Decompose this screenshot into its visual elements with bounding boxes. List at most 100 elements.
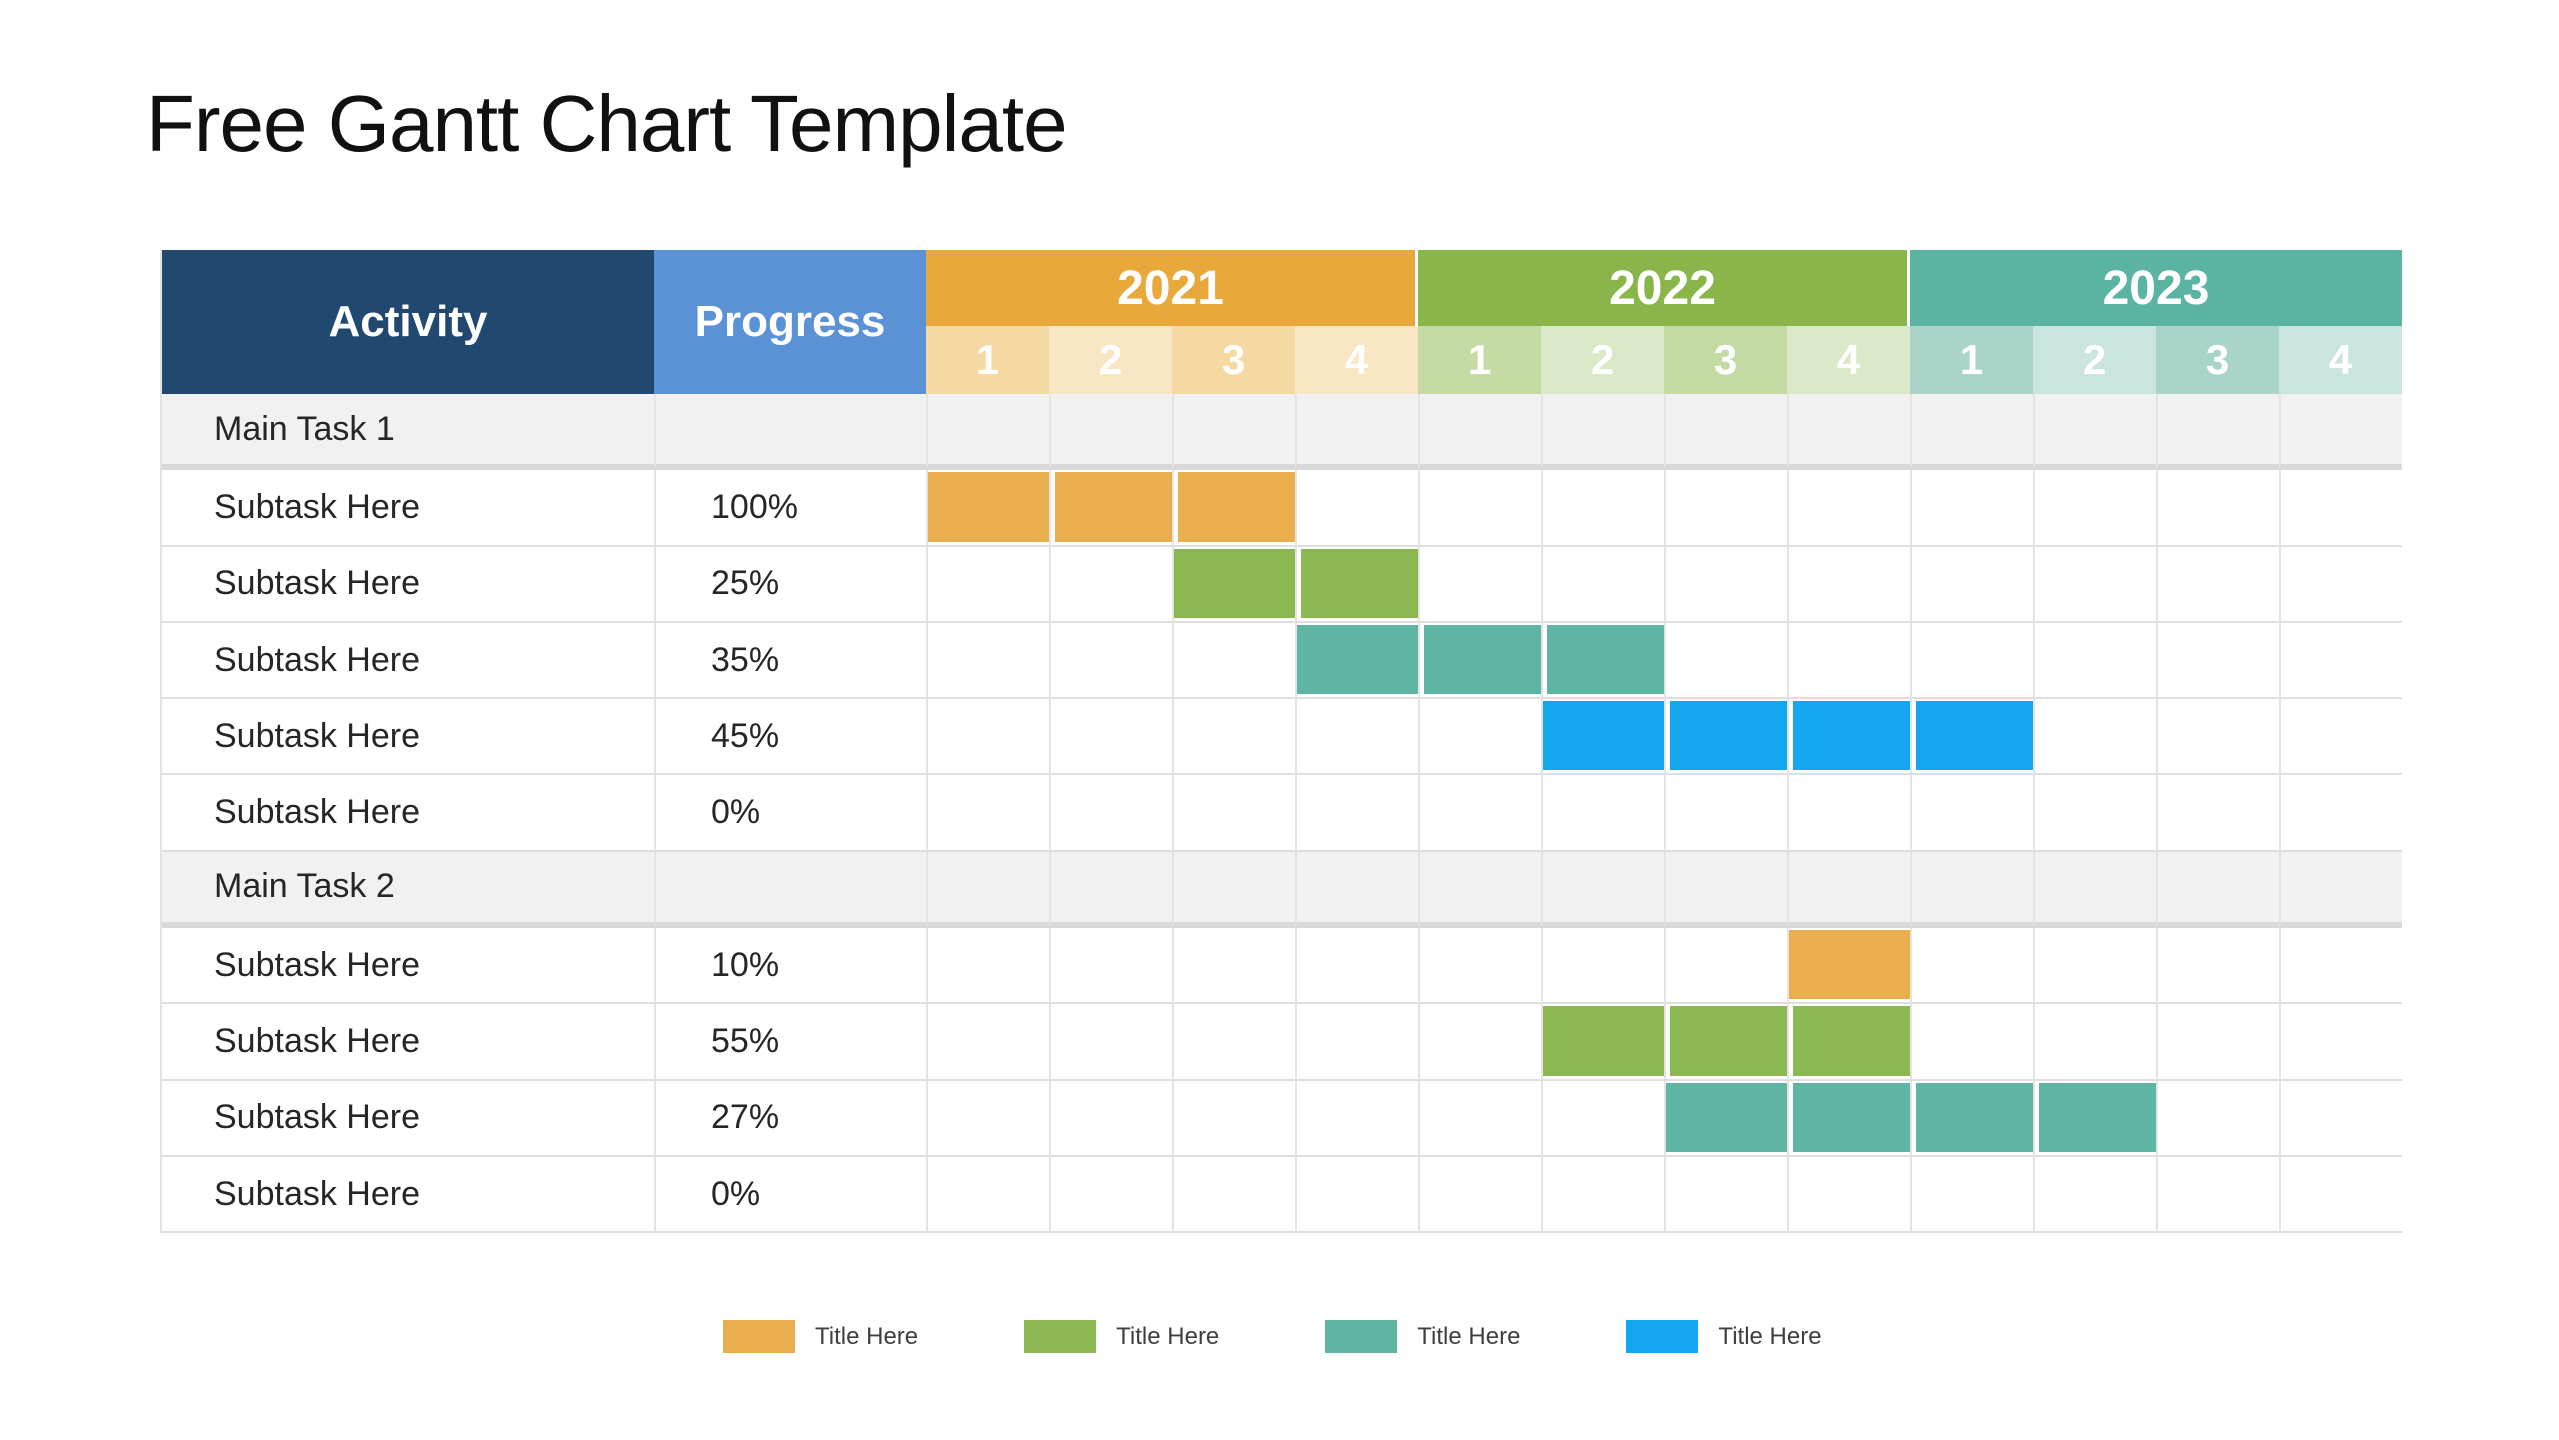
quarter-header: 3 <box>1664 326 1787 394</box>
quarter-cell <box>926 622 1049 700</box>
legend-label: Title Here <box>1116 1322 1220 1350</box>
quarter-cell <box>1172 546 1295 623</box>
quarter-cell <box>1172 1080 1295 1157</box>
activity-column-header: Activity <box>162 250 654 394</box>
legend-label: Title Here <box>815 1322 919 1350</box>
quarter-cell <box>1049 394 1172 471</box>
gantt-bar-segment <box>1670 1006 1787 1076</box>
quarter-cell <box>2156 546 2279 623</box>
progress-cell: 45% <box>654 699 926 776</box>
gantt-bar-segment <box>2039 1082 2156 1152</box>
quarter-header: 4 <box>1787 326 1910 394</box>
legend-swatch <box>1626 1320 1699 1353</box>
quarter-cell <box>1787 546 1910 623</box>
gantt-bar-segment <box>1789 930 1910 1000</box>
quarter-cell <box>1418 928 1541 1005</box>
quarter-cell <box>1418 1156 1541 1234</box>
progress-cell <box>654 851 926 929</box>
quarter-cell <box>1541 1156 1664 1234</box>
quarter-cell <box>1172 775 1295 852</box>
legend-label: Title Here <box>1718 1322 1822 1350</box>
quarter-cell <box>2279 851 2402 929</box>
quarter-cell <box>1787 1156 1910 1234</box>
legend-item: Title Here <box>1024 1320 1219 1353</box>
year-header-2021: 2021 <box>926 250 1418 326</box>
quarter-cell <box>1295 928 1418 1005</box>
quarter-cell <box>1787 851 1910 929</box>
quarter-cell <box>1787 622 1910 700</box>
quarter-cell <box>1049 1004 1172 1081</box>
quarter-cell <box>1295 1004 1418 1081</box>
quarter-cell <box>1910 699 2033 776</box>
quarter-cell <box>1787 470 1910 547</box>
legend-swatch <box>1024 1320 1097 1353</box>
quarter-cell <box>2156 394 2279 471</box>
activity-cell: Subtask Here <box>162 470 654 547</box>
quarter-header: 3 <box>2156 326 2279 394</box>
quarter-cell <box>1418 622 1541 700</box>
progress-cell: 10% <box>654 928 926 1005</box>
quarter-cell <box>2033 928 2156 1005</box>
gantt-bar-segment <box>1793 1006 1910 1076</box>
quarter-cell <box>1418 546 1541 623</box>
quarter-cell <box>2156 1004 2279 1081</box>
quarter-cell <box>1295 546 1418 623</box>
gantt-bar-segment <box>1301 548 1418 618</box>
quarter-cell <box>1172 928 1295 1005</box>
quarter-header: 1 <box>1910 326 2033 394</box>
quarter-cell <box>926 394 1049 471</box>
quarter-cell <box>1049 1156 1172 1234</box>
legend-swatch <box>1325 1320 1398 1353</box>
quarter-cell <box>1541 470 1664 547</box>
quarter-cell <box>1172 394 1295 471</box>
gantt-bar-segment <box>1916 701 2033 771</box>
quarter-header: 4 <box>1295 326 1418 394</box>
progress-cell: 35% <box>654 622 926 700</box>
quarter-cell <box>2033 622 2156 700</box>
quarter-cell <box>1172 1156 1295 1234</box>
activity-cell: Subtask Here <box>162 1156 654 1234</box>
progress-cell: 0% <box>654 775 926 852</box>
quarter-cell <box>1664 1156 1787 1234</box>
quarter-cell <box>1172 622 1295 700</box>
gantt-bar-segment <box>1424 624 1541 695</box>
quarter-cell <box>2033 546 2156 623</box>
gantt-bar-segment <box>1793 701 1910 771</box>
quarter-cell <box>1664 470 1787 547</box>
quarter-cell <box>1541 1080 1664 1157</box>
quarter-cell <box>1541 928 1664 1005</box>
quarter-cell <box>1049 851 1172 929</box>
quarter-cell <box>1418 470 1541 547</box>
quarter-cell <box>2279 394 2402 471</box>
quarter-header: 2 <box>1541 326 1664 394</box>
quarter-cell <box>2279 928 2402 1005</box>
quarter-cell <box>2279 1080 2402 1157</box>
quarter-cell <box>2033 775 2156 852</box>
quarter-cell <box>1910 928 2033 1005</box>
progress-cell: 25% <box>654 546 926 623</box>
activity-cell: Subtask Here <box>162 775 654 852</box>
quarter-header: 4 <box>2279 326 2402 394</box>
quarter-cell <box>1787 775 1910 852</box>
quarter-cell <box>1172 699 1295 776</box>
quarter-cell <box>1541 851 1664 929</box>
quarter-cell <box>1049 470 1172 547</box>
activity-cell: Subtask Here <box>162 546 654 623</box>
quarter-cell <box>1664 546 1787 623</box>
quarter-header: 1 <box>1418 326 1541 394</box>
quarter-cell <box>1049 699 1172 776</box>
quarter-cell <box>1295 394 1418 471</box>
quarter-cell <box>2279 546 2402 623</box>
quarter-header: 3 <box>1172 326 1295 394</box>
quarter-cell <box>926 775 1049 852</box>
quarter-cell <box>1049 775 1172 852</box>
quarter-cell <box>1049 622 1172 700</box>
year-header-2023: 2023 <box>1910 250 2402 326</box>
quarter-cell <box>1787 928 1910 1005</box>
gantt-bar-segment <box>1547 624 1664 695</box>
activity-cell: Main Task 2 <box>162 851 654 929</box>
quarter-cell <box>926 1004 1049 1081</box>
progress-cell: 55% <box>654 1004 926 1081</box>
quarter-cell <box>1910 1156 2033 1234</box>
